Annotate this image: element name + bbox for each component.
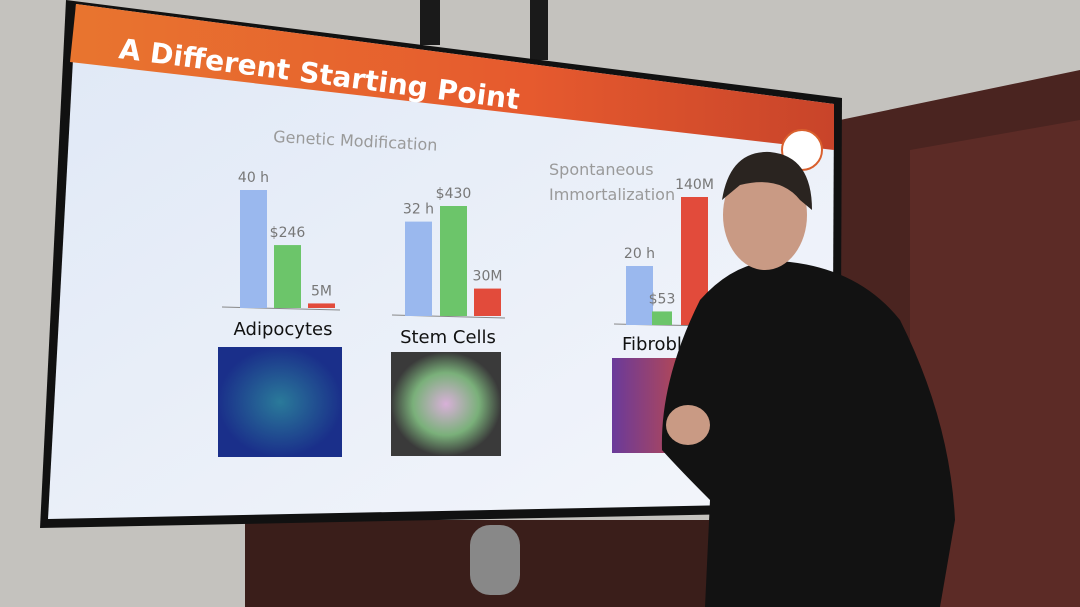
bar: [652, 311, 672, 325]
bar-label: 40 h: [238, 170, 269, 186]
bar: [308, 303, 335, 308]
section-label: Spontaneous: [549, 160, 654, 179]
bar-label: $246: [270, 225, 306, 241]
bar: [474, 288, 501, 316]
microscopy-image: [391, 352, 501, 456]
bar-label: 32 h: [403, 202, 434, 218]
category-label: Stem Cells: [400, 327, 496, 348]
stand-pole: [530, 0, 548, 60]
camera: [470, 525, 520, 595]
presenter: [661, 151, 955, 607]
bar-label: $53: [649, 291, 676, 307]
category-label: Adipocytes: [234, 319, 333, 340]
slide-header: [70, 4, 834, 150]
bar: [240, 190, 267, 308]
bar-label: $430: [436, 186, 472, 202]
bar: [440, 206, 467, 316]
blinds: [910, 120, 1080, 607]
bar-label: 5M: [311, 283, 332, 299]
bar-label: 30M: [473, 269, 503, 285]
bar: [405, 221, 432, 316]
bar-label: 140M: [675, 177, 714, 193]
bar-label: 20 h: [624, 246, 655, 262]
section-label: Immortalization: [549, 185, 675, 204]
microscopy-image: [218, 347, 342, 457]
bar: [274, 245, 301, 308]
bar: [626, 266, 653, 325]
stand-pole: [420, 0, 440, 45]
